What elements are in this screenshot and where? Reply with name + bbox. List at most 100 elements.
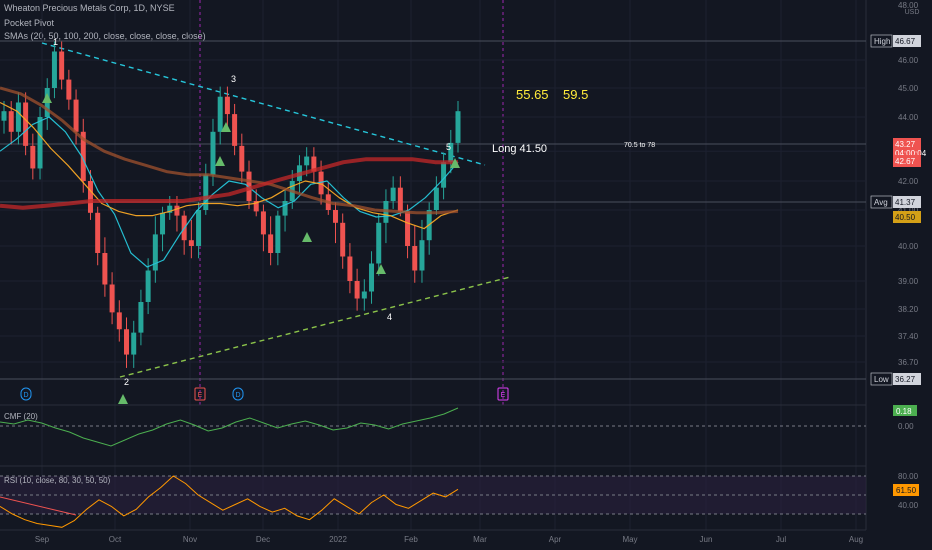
candle <box>210 131 216 175</box>
price-tick: 37.40 <box>898 332 919 341</box>
chart-title: Wheaton Precious Metals Corp, 1D, NYSE <box>4 3 175 13</box>
event-marker-letter: D <box>235 392 240 399</box>
event-marker-letter: E <box>198 392 203 399</box>
candle <box>138 302 144 333</box>
event-marker-box <box>194 387 206 401</box>
target-price-2: 59.5 <box>563 87 588 102</box>
price-badge-box <box>893 373 921 385</box>
wave-label: 4 <box>387 312 392 322</box>
candle <box>239 145 245 172</box>
price-badge-value: 41.37 <box>895 198 916 207</box>
price-badge-box <box>893 211 921 223</box>
long-entry-label: Long 41.50 <box>492 143 547 155</box>
candle <box>30 145 36 169</box>
candle <box>304 156 310 166</box>
candle <box>232 114 238 146</box>
candle <box>51 51 57 88</box>
rsi-tick: 40.00 <box>898 501 919 510</box>
pocket-pivot-marker <box>302 232 312 242</box>
price-badge-label: High <box>874 37 890 46</box>
candle <box>15 102 21 132</box>
pocket-pivot-marker <box>118 394 128 404</box>
time-tick: Dec <box>256 535 270 544</box>
pocket-pivot-marker <box>450 158 460 168</box>
wave-label: 3 <box>231 74 236 84</box>
price-badge-value: 46.67 <box>895 37 916 46</box>
candle <box>405 211 411 246</box>
candle <box>174 205 180 216</box>
candle <box>397 187 403 212</box>
pocket-pivot-marker <box>42 93 52 103</box>
price-badge-label-box <box>870 34 893 48</box>
candle <box>152 234 158 271</box>
price-badge-label-box <box>870 372 893 386</box>
price-badge-value: 42.67 <box>895 157 916 166</box>
candle <box>282 201 288 216</box>
price-badge-label-box <box>870 195 893 209</box>
rsi-last-box <box>893 484 919 496</box>
candle <box>124 329 130 355</box>
candle <box>80 131 86 181</box>
candle <box>167 205 173 213</box>
event-marker: D <box>20 387 32 401</box>
range-label: 70.5 to 78 <box>624 142 655 149</box>
price-tick: 45.00 <box>898 84 919 93</box>
candle <box>160 212 166 235</box>
event-marker: E <box>497 387 509 401</box>
candle <box>73 99 79 132</box>
upper-trendline <box>41 42 486 166</box>
candle <box>268 234 274 253</box>
price-badge-label: Low <box>874 375 889 384</box>
candle <box>224 96 230 115</box>
candle <box>354 281 360 299</box>
event-marker: D <box>232 387 244 401</box>
candle <box>131 332 137 355</box>
sma-line-1 <box>0 116 459 268</box>
indicator-smas[interactable]: SMAs (20, 50, 100, 200, close, close, cl… <box>4 31 206 41</box>
price-badge-value: 43.27 <box>895 140 916 149</box>
rsi-tick: 80.00 <box>898 472 919 481</box>
rsi-last-value: 61.50 <box>896 486 917 495</box>
wave-label: 2 <box>124 377 129 387</box>
price-badge-box <box>893 35 921 47</box>
time-tick: Feb <box>404 535 418 544</box>
event-marker-letter: D <box>23 392 28 399</box>
candle <box>87 181 93 213</box>
cmf-title: CMF (20) <box>4 412 38 421</box>
event-marker-box <box>497 387 509 401</box>
pocket-pivot-marker <box>215 156 225 166</box>
time-tick: Nov <box>183 535 197 544</box>
sma-line-2 <box>0 101 459 230</box>
candle <box>361 291 367 299</box>
candle <box>390 187 396 201</box>
candle <box>455 111 461 143</box>
price-badge-value: 40.50 <box>895 213 916 222</box>
time-tick: May <box>622 535 637 544</box>
indicator-pocket-pivot[interactable]: Pocket Pivot <box>4 18 55 28</box>
candle <box>318 171 324 195</box>
candle <box>188 240 194 246</box>
candle <box>203 174 209 210</box>
candle <box>95 212 101 253</box>
price-badge-box <box>893 155 921 167</box>
cmf-last-box <box>893 405 917 416</box>
candle <box>59 51 65 80</box>
candle <box>1 111 7 121</box>
event-marker: E <box>194 387 206 401</box>
rsi-title: RSI (10, close, 80, 30, 50, 50) <box>4 476 111 485</box>
time-tick: Mar <box>473 535 487 544</box>
candle <box>347 256 353 281</box>
cmf-tick: 0.00 <box>898 422 914 431</box>
lower-trendline <box>119 276 511 378</box>
price-badge-value: 36.27 <box>895 375 916 384</box>
candle <box>369 263 375 292</box>
candle <box>275 215 281 253</box>
candle <box>23 102 29 146</box>
candle <box>109 284 115 313</box>
wave-label: 5 <box>446 142 451 152</box>
time-tick: 2022 <box>329 535 347 544</box>
pocket-pivot-marker <box>376 264 386 274</box>
candle <box>419 240 425 271</box>
candle <box>253 201 259 212</box>
